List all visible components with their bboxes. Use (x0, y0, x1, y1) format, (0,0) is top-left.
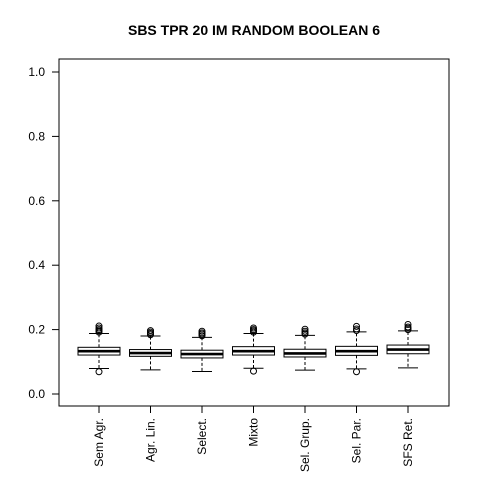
y-axis: 0.0 0.2 0.4 0.6 0.8 1.0 (28, 65, 60, 401)
outlier-point (198, 327, 206, 335)
y-tick-label: 0.4 (28, 258, 45, 272)
box-6 (335, 322, 378, 376)
box-5 (283, 325, 327, 371)
box-1 (77, 322, 121, 376)
outlier-point (404, 320, 412, 328)
outlier-point (353, 325, 360, 333)
outlier-point (301, 327, 309, 335)
x-tick-label: Sem Agr. (92, 418, 106, 467)
x-tick-label: Agr. Lin. (144, 418, 158, 462)
box-2 (129, 327, 172, 371)
outlier-point (95, 322, 103, 330)
outlier-point (250, 324, 257, 332)
outlier-point (95, 368, 103, 376)
outlier-point (353, 322, 360, 330)
x-tick-label: Mixto (247, 418, 261, 447)
x-tick-label: Sel. Par. (350, 418, 364, 463)
outlier-point (301, 325, 309, 333)
x-tick-label: Sel. Grup. (298, 418, 312, 472)
outlier-point (404, 323, 412, 331)
outlier-point (353, 368, 360, 376)
outlier-point (147, 327, 154, 335)
outlier-point (250, 367, 257, 375)
box-7 (386, 320, 430, 369)
x-axis: Sem Agr. Agr. Lin. Select. Mixto Sel. Grup. S… (92, 405, 415, 472)
x-tick-label: Select. (195, 418, 209, 455)
y-tick-label: 0.6 (28, 194, 45, 208)
chart-title: SBS TPR 20 IM RANDOM BOOLEAN 6 (128, 22, 380, 38)
box-4 (232, 324, 275, 375)
box-3 (180, 327, 224, 372)
y-tick-label: 0.2 (28, 323, 45, 337)
y-tick-label: 0.0 (28, 387, 45, 401)
y-tick-label: 0.8 (28, 129, 45, 143)
outlier-point (95, 324, 103, 332)
x-tick-label: SFS Ret. (401, 418, 415, 467)
y-tick-label: 1.0 (28, 65, 45, 79)
boxes-group (77, 320, 430, 376)
